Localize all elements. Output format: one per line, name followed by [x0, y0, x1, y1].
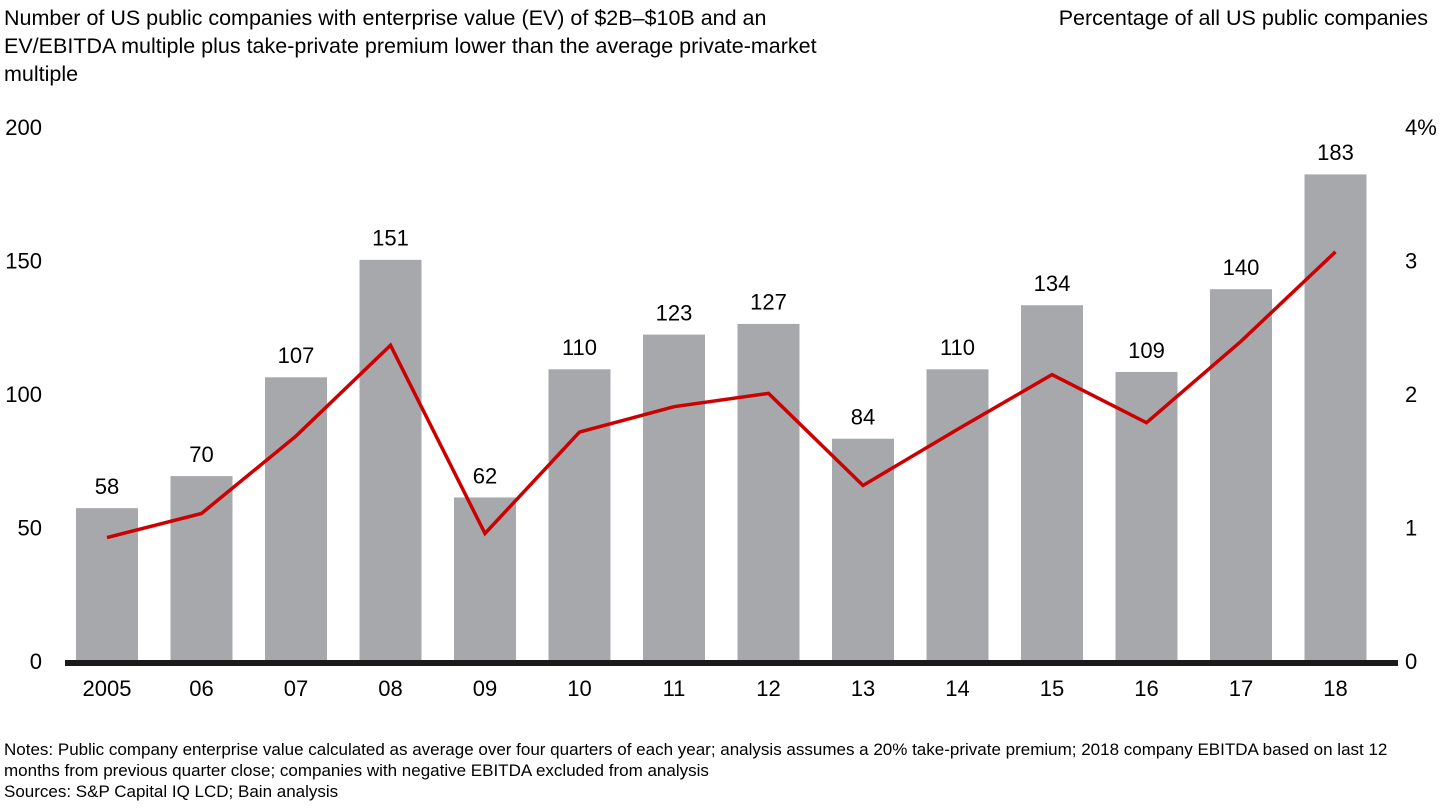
bar-value-label: 84 — [851, 405, 875, 430]
bar-value-label: 140 — [1223, 255, 1260, 280]
bar-value-label: 123 — [656, 300, 693, 325]
notes: Notes: Public company enterprise value c… — [4, 740, 1388, 780]
y-tick-label: 50 — [18, 515, 42, 540]
line-series — [106, 250, 1337, 540]
bar — [170, 476, 233, 663]
x-tick-label: 2005 — [83, 676, 132, 701]
y2-tick-label: 3 — [1405, 248, 1417, 273]
bar — [832, 438, 894, 663]
sources: Sources: S&P Capital IQ LCD; Bain analys… — [4, 782, 339, 801]
x-tick-label: 16 — [1134, 676, 1158, 701]
y-tick-label: 0 — [30, 649, 42, 674]
notes-block: Notes: Public company enterprise value c… — [4, 739, 1436, 802]
bar-value-label: 127 — [750, 290, 787, 315]
y-tick-label: 150 — [5, 248, 42, 273]
x-tick-label: 18 — [1323, 676, 1347, 701]
chart-title: Number of US public companies with enter… — [4, 6, 817, 86]
bar — [1115, 371, 1178, 663]
bar — [643, 334, 705, 663]
bar — [265, 377, 327, 663]
y-tick-label: 200 — [5, 115, 42, 140]
bar — [548, 369, 611, 663]
bar-value-label: 58 — [95, 474, 119, 499]
x-tick-label: 12 — [756, 676, 780, 701]
x-tick-label: 08 — [378, 676, 402, 701]
bar-value-label: 107 — [278, 343, 315, 368]
x-tick-label: 10 — [567, 676, 591, 701]
bar-value-label: 70 — [189, 442, 213, 467]
bar-value-label: 134 — [1034, 271, 1071, 296]
bar-value-label: 110 — [940, 335, 975, 360]
x-tick-label: 09 — [473, 676, 497, 701]
x-tick-label: 13 — [851, 676, 875, 701]
x-tick-label: 06 — [189, 676, 213, 701]
y2-tick-label: 0 — [1405, 649, 1417, 674]
x-tick-label: 07 — [284, 676, 308, 701]
bar — [454, 497, 516, 663]
bar — [1304, 174, 1367, 663]
bar — [926, 369, 989, 663]
x-tick-label: 15 — [1040, 676, 1064, 701]
x-tick-label: 14 — [945, 676, 969, 701]
y2-axis-title: Percentage of all US public companies — [1058, 6, 1428, 30]
y2-tick-label: 4% — [1405, 115, 1437, 140]
bar-value-label: 109 — [1128, 338, 1165, 363]
bar-value-label: 110 — [562, 335, 597, 360]
bar — [359, 259, 422, 663]
bar — [1210, 289, 1272, 663]
bar — [737, 323, 800, 663]
y-tick-label: 100 — [5, 382, 42, 407]
y2-tick-label: 2 — [1405, 382, 1417, 407]
y2-tick-label: 1 — [1405, 515, 1417, 540]
bar-value-label: 151 — [372, 226, 409, 251]
bar — [1021, 305, 1083, 663]
bar-value-label: 62 — [473, 463, 497, 488]
x-tick-label: 17 — [1229, 676, 1253, 701]
bar-value-label: 183 — [1317, 140, 1354, 165]
x-tick-label: 11 — [663, 676, 686, 701]
